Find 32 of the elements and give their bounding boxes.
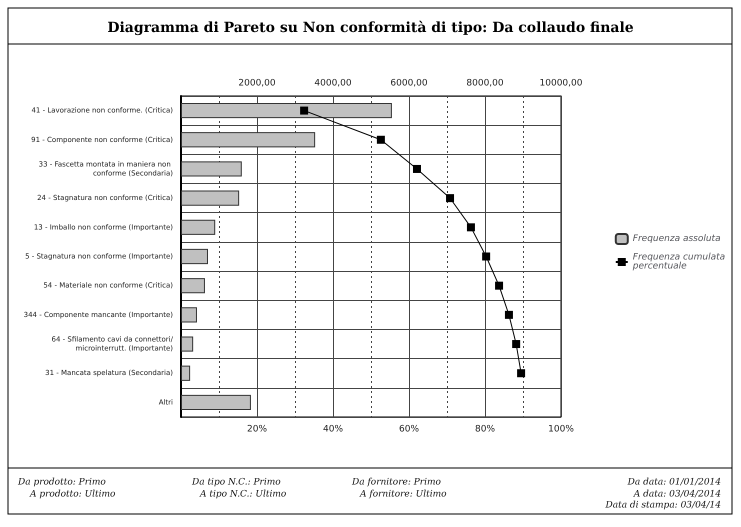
text: A data: 03/04/2014: [632, 490, 722, 500]
point: [446, 194, 454, 202]
x2-tick-label: 4000,00: [314, 78, 352, 88]
x-tick-label: 20%: [246, 424, 268, 434]
point: [517, 369, 526, 378]
point: [495, 282, 504, 290]
text: Da tipo N.C.: Primo: [191, 478, 282, 488]
legend-label: Frequenza assoluta: [632, 234, 721, 244]
text: A tipo N.C.: Ultimo: [199, 490, 287, 500]
text: Data di stampa: 03/04/14: [604, 500, 722, 510]
chart-title: Diagramma di Pareto su Non conformità di tipo: Da collaudo finale: [107, 20, 634, 36]
point: [376, 136, 385, 144]
point: [482, 252, 490, 260]
x2-tick-label: 8000,00: [466, 78, 504, 88]
x-tick-label: 100%: [548, 424, 574, 434]
text: Da prodotto: Primo: [17, 478, 106, 488]
x2-tick-label: 2000,00: [238, 78, 276, 88]
point: [466, 223, 475, 232]
point: [412, 164, 421, 173]
text: A fornitore: Ultimo: [359, 490, 448, 500]
legend-label: Frequenza cumulata percentuale: [632, 252, 728, 272]
x-tick-label: 60%: [398, 424, 420, 434]
x2-tick-label: 10000,00: [540, 78, 583, 88]
x-tick-label: 80%: [474, 424, 496, 434]
point: [300, 106, 308, 115]
text: A prodotto: Ultimo: [29, 490, 116, 500]
text: Da data: 01/01/2014: [626, 478, 722, 488]
x2-tick-label: 6000,00: [390, 78, 428, 88]
point: [512, 340, 520, 348]
text: Da fornitore: Primo: [351, 478, 442, 488]
point: [504, 310, 513, 319]
x-tick-label: 40%: [322, 424, 344, 434]
